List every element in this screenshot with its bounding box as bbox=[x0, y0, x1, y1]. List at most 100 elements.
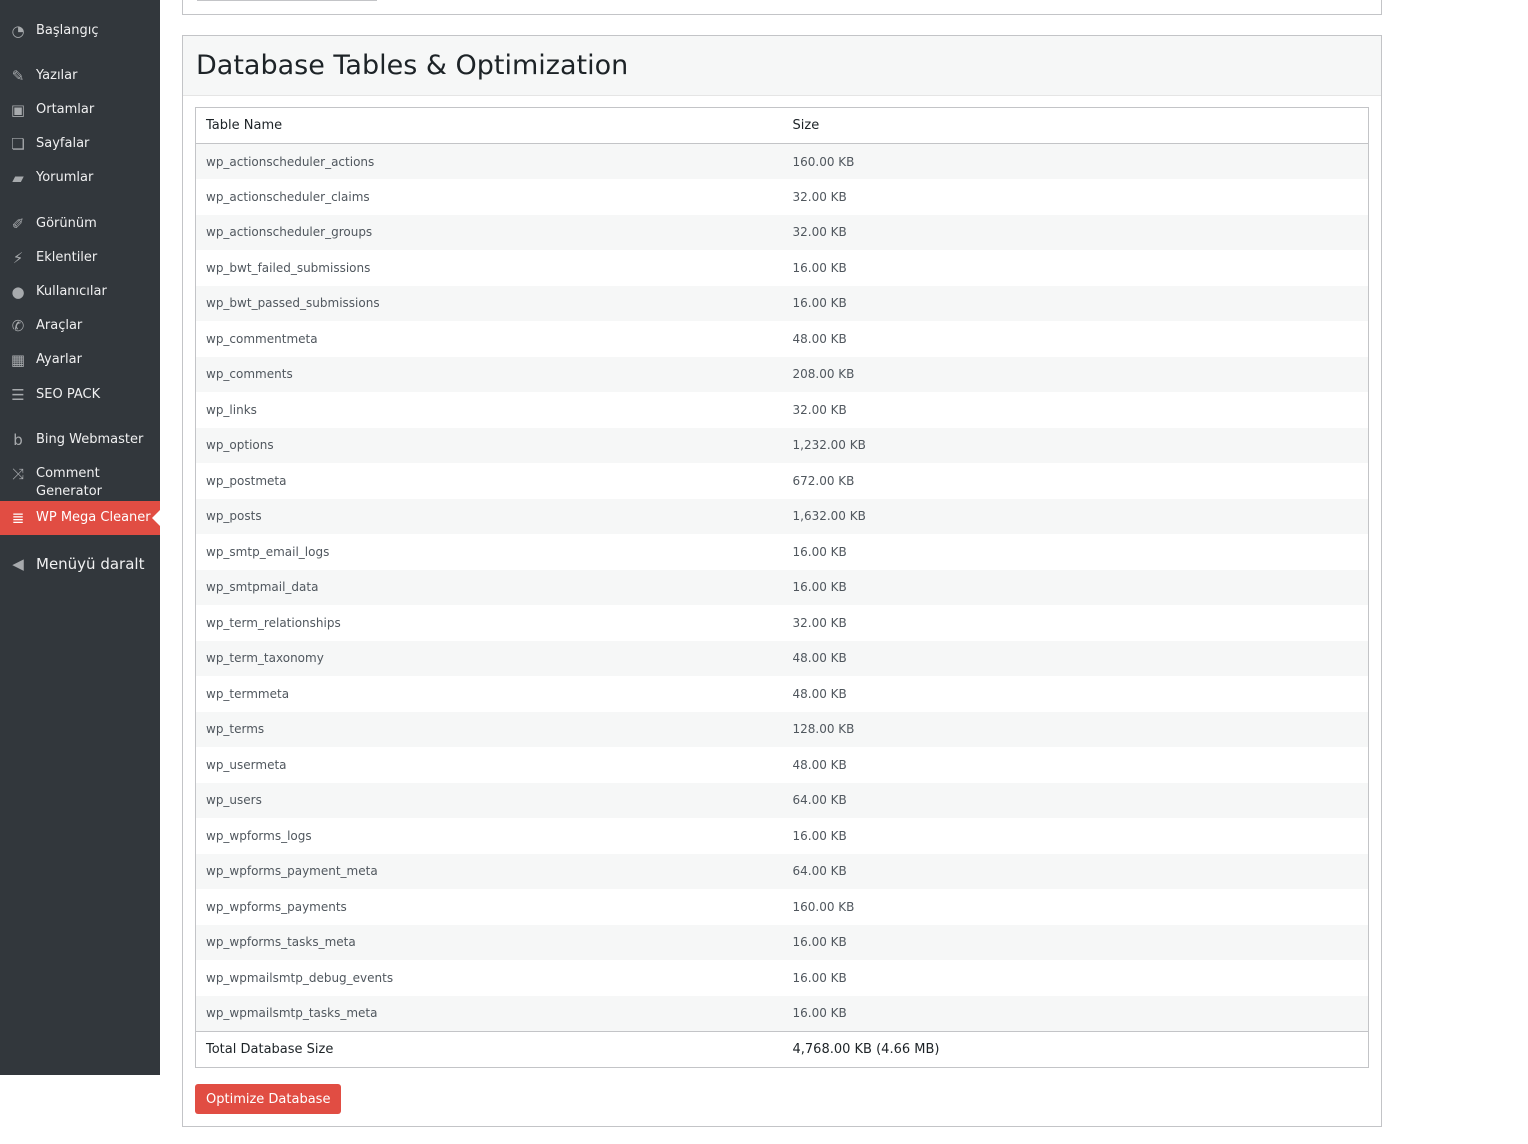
table-row: wp_bwt_failed_submissions 16.00 KB bbox=[196, 250, 1369, 286]
sidebar-item-seo-pack[interactable]: ☰ SEO PACK bbox=[0, 386, 160, 404]
table-name-cell: wp_users bbox=[206, 793, 262, 808]
table-name-cell: wp_wpforms_logs bbox=[206, 828, 312, 843]
sidebar-item-sayfalar[interactable]: ❏ Sayfalar bbox=[0, 135, 160, 153]
table-name-cell: wp_wpmailsmtp_debug_events bbox=[206, 970, 394, 985]
sidebar-item-label: Ortamlar bbox=[36, 102, 95, 117]
table-name-cell: wp_commentmeta bbox=[206, 331, 318, 346]
size-cell: 16.00 KB bbox=[792, 544, 847, 559]
table-row: wp_users 64.00 KB bbox=[195, 782, 1369, 818]
table-row: wp_actionscheduler_groups 32.00 KB bbox=[195, 214, 1369, 250]
table-header: Table Name Size bbox=[195, 107, 1369, 144]
table-row: wp_comments 208.00 KB bbox=[195, 356, 1369, 392]
sidebar-item-men-y-daralt[interactable]: ◀ Menüyü daralt bbox=[0, 555, 160, 573]
comments-icon: ▰ bbox=[12, 169, 24, 187]
sidebar-item-label: Bing Webmaster bbox=[36, 432, 144, 447]
sidebar-item-yorumlar[interactable]: ▰ Yorumlar bbox=[0, 169, 160, 187]
sidebar-item-label: Yorumlar bbox=[36, 170, 94, 185]
table-name-cell: wp_posts bbox=[206, 509, 262, 524]
table-row: wp_term_taxonomy 48.00 KB bbox=[195, 640, 1369, 676]
table-name-cell: wp_wpforms_tasks_meta bbox=[206, 935, 356, 950]
table-name-cell: wp_comments bbox=[206, 367, 293, 382]
size-cell: 16.00 KB bbox=[792, 828, 847, 843]
size-cell: 672.00 KB bbox=[792, 473, 855, 488]
table-row: wp_actionscheduler_claims 32.00 KB bbox=[196, 179, 1369, 215]
sidebar-item-eklentiler[interactable]: ⚡ Eklentiler bbox=[0, 249, 160, 267]
sidebar-item-label: WP Mega Cleaner bbox=[36, 510, 151, 525]
table-row: wp_wpmailsmtp_debug_events 16.00 KB bbox=[196, 960, 1369, 996]
collapse-icon: ◀ bbox=[12, 555, 24, 573]
table-row: wp_wpmailsmtp_tasks_meta 16.00 KB bbox=[195, 995, 1369, 1031]
size-cell: 160.00 KB bbox=[792, 154, 855, 169]
sidebar-item-ortamlar[interactable]: ▣ Ortamlar bbox=[0, 101, 160, 119]
size-cell: 128.00 KB bbox=[792, 722, 855, 737]
sidebar-item-wp-mega-cleaner[interactable]: ≣ WP Mega Cleaner bbox=[0, 501, 160, 535]
table-row: wp_termmeta 48.00 KB bbox=[196, 676, 1369, 712]
table-row: wp_usermeta 48.00 KB bbox=[196, 747, 1369, 783]
sidebar-item-label: Menüyü daralt bbox=[36, 555, 145, 573]
list-icon: ☰ bbox=[11, 386, 25, 404]
media-icon: ▣ bbox=[10, 101, 26, 119]
table-name-cell: wp_terms bbox=[206, 722, 265, 737]
table-row: wp_posts 1,632.00 KB bbox=[195, 498, 1369, 534]
size-cell: 64.00 KB bbox=[792, 864, 847, 879]
table-name-cell: wp_links bbox=[206, 402, 257, 417]
table-row: wp_wpforms_logs 16.00 KB bbox=[196, 818, 1369, 854]
optimize-database-button[interactable]: Optimize Database bbox=[195, 1084, 342, 1114]
size-cell: 16.00 KB bbox=[792, 1006, 847, 1020]
settings-icon: ▦ bbox=[10, 351, 26, 369]
size-cell: 48.00 KB bbox=[792, 757, 847, 772]
table-name-cell: wp_smtpmail_data bbox=[206, 580, 319, 595]
panel-header: Database Tables & Optimization bbox=[183, 36, 1381, 96]
previous-panel bbox=[182, 0, 1382, 15]
table-row: wp_smtpmail_data 16.00 KB bbox=[195, 569, 1369, 605]
size-cell: 48.00 KB bbox=[792, 686, 847, 701]
size-cell: 48.00 KB bbox=[792, 651, 847, 666]
sidebar-item-label: Ayarlar bbox=[36, 352, 82, 367]
table-name-cell: wp_bwt_passed_submissions bbox=[206, 296, 380, 311]
table-name-cell: wp_wpforms_payments bbox=[206, 899, 347, 914]
sidebar-item-yaz-lar[interactable]: ✎ Yazılar bbox=[0, 67, 160, 85]
size-cell: 16.00 KB bbox=[792, 580, 847, 595]
table-name-cell: wp_actionscheduler_groups bbox=[206, 225, 373, 240]
size-cell: 16.00 KB bbox=[792, 260, 847, 275]
size-cell: 1,632.00 KB bbox=[792, 509, 866, 524]
size-cell: 32.00 KB bbox=[792, 402, 847, 417]
column-table-name: Table Name bbox=[195, 107, 783, 144]
sidebar-item-label: Sayfalar bbox=[36, 136, 90, 151]
sidebar-item-ba-lang-[interactable]: ◔ Başlangıç bbox=[0, 22, 160, 40]
sidebar-item-g-r-n-m[interactable]: ✐ Görünüm bbox=[0, 215, 160, 233]
sidebar-item-label: Görünüm bbox=[36, 216, 97, 231]
sidebar-item-kullan-c-lar[interactable]: ● Kullanıcılar bbox=[0, 283, 160, 301]
page-title: Database Tables & Optimization bbox=[196, 50, 629, 81]
bing-icon: b bbox=[13, 431, 23, 449]
sidebar-item-comment-generator[interactable]: ⤨ Comment Generator bbox=[0, 465, 160, 501]
table-row: wp_postmeta 672.00 KB bbox=[196, 463, 1369, 499]
total-value: 4,768.00 KB (4.66 MB) bbox=[782, 1030, 1369, 1067]
table-row: wp_wpforms_payment_meta 64.00 KB bbox=[195, 853, 1369, 889]
table-row: wp_bwt_passed_submissions 16.00 KB bbox=[195, 285, 1369, 321]
table-name-cell: wp_wpmailsmtp_tasks_meta bbox=[206, 1006, 378, 1020]
table-name-cell: wp_actionscheduler_actions bbox=[206, 154, 375, 169]
size-cell: 32.00 KB bbox=[792, 615, 847, 630]
admin-sidebar: ◔ Başlangıç ✎ Yazılar ▣ Ortamlar ❏ Sayfalar ▰ Yor… bbox=[0, 0, 160, 1075]
table-name-cell: wp_bwt_failed_submissions bbox=[206, 260, 371, 275]
table-row: wp_wpforms_payments 160.00 KB bbox=[196, 889, 1369, 925]
table-row: wp_commentmeta 48.00 KB bbox=[196, 321, 1369, 357]
table-row: wp_links 32.00 KB bbox=[196, 392, 1369, 428]
shuffle-icon: ⤨ bbox=[11, 465, 24, 483]
divider bbox=[197, 0, 377, 1]
size-cell: 16.00 KB bbox=[792, 935, 847, 950]
sidebar-item-ara-lar[interactable]: ✆ Araçlar bbox=[0, 317, 160, 335]
column-size: Size bbox=[782, 107, 1369, 144]
sidebar-item-bing-webmaster[interactable]: b Bing Webmaster bbox=[0, 431, 160, 449]
table-name-cell: wp_smtp_email_logs bbox=[206, 544, 330, 559]
size-cell: 48.00 KB bbox=[792, 331, 847, 346]
table-row: wp_options 1,232.00 KB bbox=[195, 427, 1369, 463]
sidebar-item-label: SEO PACK bbox=[36, 387, 101, 402]
size-cell: 16.00 KB bbox=[792, 970, 847, 985]
size-cell: 32.00 KB bbox=[792, 225, 847, 240]
sidebar-item-label: Başlangıç bbox=[36, 23, 99, 38]
table-row: wp_term_relationships 32.00 KB bbox=[196, 605, 1369, 641]
sidebar-item-ayarlar[interactable]: ▦ Ayarlar bbox=[0, 351, 160, 369]
size-cell: 16.00 KB bbox=[792, 296, 847, 311]
